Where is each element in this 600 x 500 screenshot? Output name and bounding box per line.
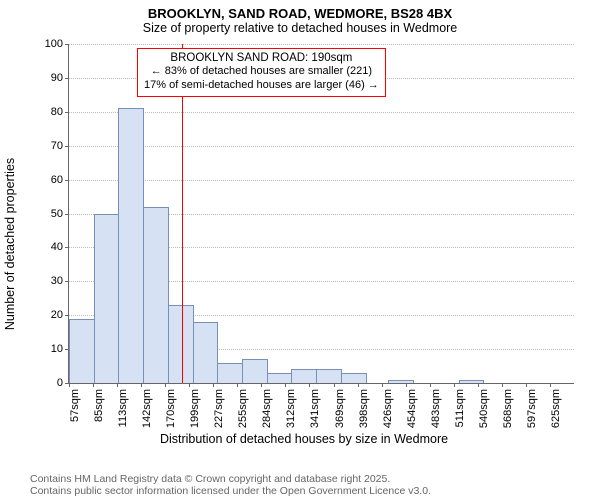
x-tick: 255sqm <box>237 383 261 437</box>
y-tick: 100 <box>45 38 69 50</box>
y-tick: 30 <box>51 275 69 287</box>
y-tick: 10 <box>51 343 69 355</box>
histogram-bar <box>242 359 268 383</box>
x-tick: 57sqm <box>69 383 93 437</box>
x-tick-label: 540sqm <box>478 389 490 428</box>
x-tick-row: 57sqm 85sqm 113sqm 142sqm 170sqm 199sqm 227sqm… <box>69 383 574 437</box>
histogram-bar <box>94 214 120 384</box>
x-tick: 85sqm <box>93 383 117 437</box>
y-tick: 20 <box>51 309 69 321</box>
x-tick: 597sqm <box>526 383 550 437</box>
x-tick-label: 284sqm <box>261 389 273 428</box>
x-tick-label: 369sqm <box>334 389 346 428</box>
histogram-bar <box>388 380 414 383</box>
y-axis-label: Number of detached properties <box>3 158 17 330</box>
x-tick: 170sqm <box>165 383 189 437</box>
x-tick: 369sqm <box>334 383 358 437</box>
chart-footer: Contains HM Land Registry data © Crown c… <box>30 473 431 498</box>
x-tick: 483sqm <box>430 383 454 437</box>
y-tick: 50 <box>51 208 69 220</box>
footer-line-1: Contains HM Land Registry data © Crown c… <box>30 473 431 486</box>
x-tick-label: 625sqm <box>550 389 562 428</box>
histogram-bar <box>69 319 95 383</box>
chart-subtitle: Size of property relative to detached ho… <box>0 21 600 39</box>
histogram-bar <box>459 380 485 383</box>
y-tick: 90 <box>51 72 69 84</box>
x-tick-label: 227sqm <box>213 389 225 428</box>
x-tick: 199sqm <box>189 383 213 437</box>
histogram-bar <box>291 369 317 383</box>
x-tick: 142sqm <box>141 383 165 437</box>
plot-area: 57sqm85sqm113sqm142sqm170sqm199sqm227sqm… <box>68 44 574 384</box>
y-tick: 60 <box>51 174 69 186</box>
histogram-bar <box>341 373 367 383</box>
x-tick: 113sqm <box>117 383 141 437</box>
histogram-bar <box>217 363 243 383</box>
x-tick-label: 199sqm <box>189 389 201 428</box>
marker-annotation: BROOKLYN SAND ROAD: 190sqm ← 83% of deta… <box>137 48 386 97</box>
x-tick: 284sqm <box>261 383 285 437</box>
x-tick: 398sqm <box>358 383 382 437</box>
y-tick: 40 <box>51 241 69 253</box>
histogram-bar <box>118 108 144 383</box>
x-tick: 426sqm <box>382 383 406 437</box>
histogram-bar <box>143 207 169 383</box>
histogram-bar <box>316 369 342 383</box>
x-tick-label: 170sqm <box>165 389 177 428</box>
x-tick-label: 113sqm <box>117 389 129 427</box>
x-tick-label: 142sqm <box>141 389 153 428</box>
x-axis-label: Distribution of detached houses by size … <box>160 432 448 446</box>
x-tick-label: 511sqm <box>454 389 466 427</box>
histogram-bar <box>267 373 293 383</box>
x-tick-label: 398sqm <box>358 389 370 428</box>
x-tick: 511sqm <box>454 383 478 437</box>
x-tick: 568sqm <box>502 383 526 437</box>
histogram-bar <box>193 322 219 383</box>
x-tick-label: 57sqm <box>69 389 81 422</box>
footer-line-2: Contains public sector information licen… <box>30 485 431 498</box>
x-tick: 227sqm <box>213 383 237 437</box>
x-tick-label: 454sqm <box>406 389 418 428</box>
plot-wrapper: Number of detached properties 57sqm85sqm… <box>30 44 578 444</box>
x-tick-label: 255sqm <box>237 389 249 428</box>
x-tick-label: 312sqm <box>285 389 297 428</box>
x-tick: 454sqm <box>406 383 430 437</box>
x-tick: 312sqm <box>285 383 309 437</box>
x-tick: 625sqm <box>550 383 574 437</box>
x-tick-label: 341sqm <box>309 389 321 428</box>
y-tick: 70 <box>51 140 69 152</box>
x-tick-label: 426sqm <box>382 389 394 428</box>
x-tick-label: 568sqm <box>502 389 514 428</box>
chart-title: BROOKLYN, SAND ROAD, WEDMORE, BS28 4BX <box>0 0 600 21</box>
x-tick: 341sqm <box>309 383 333 437</box>
annotation-line-2: 17% of semi-detached houses are larger (… <box>144 79 379 93</box>
annotation-line-1: ← 83% of detached houses are smaller (22… <box>144 65 379 79</box>
y-tick: 80 <box>51 106 69 118</box>
x-tick-label: 597sqm <box>526 389 538 428</box>
x-tick-label: 483sqm <box>430 389 442 428</box>
y-tick: 0 <box>57 377 69 389</box>
annotation-title: BROOKLYN SAND ROAD: 190sqm <box>144 51 379 65</box>
x-tick-label: 85sqm <box>93 389 105 422</box>
x-tick: 540sqm <box>478 383 502 437</box>
